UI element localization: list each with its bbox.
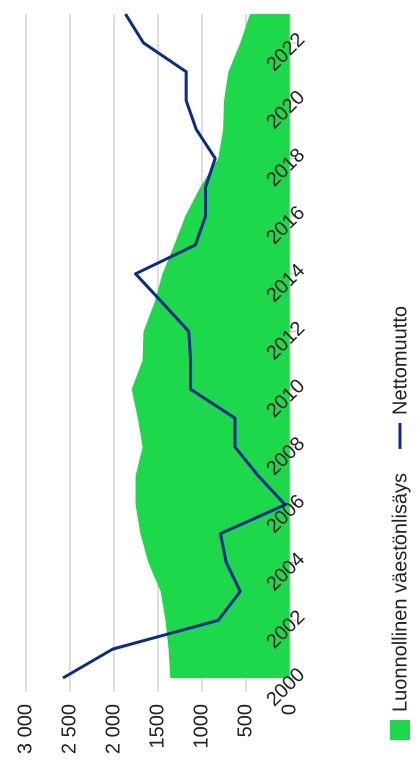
y-tick-label: 2 500 bbox=[58, 704, 80, 754]
legend-label: Nettomuutto bbox=[389, 306, 411, 415]
legend-label: Luonnollinen väestönlisäys bbox=[389, 473, 411, 712]
y-tick-label: 2 000 bbox=[102, 704, 124, 754]
area bbox=[131, 14, 290, 678]
y-tick-label: 1500 bbox=[146, 704, 168, 749]
y-tick-label: 500 bbox=[234, 704, 256, 737]
y-tick-label: 1000 bbox=[190, 704, 212, 749]
legend-swatch bbox=[390, 720, 410, 740]
line bbox=[62, 13, 287, 680]
y-tick-label: 3 000 bbox=[14, 704, 36, 754]
y-tick-label: 0 bbox=[278, 704, 300, 715]
